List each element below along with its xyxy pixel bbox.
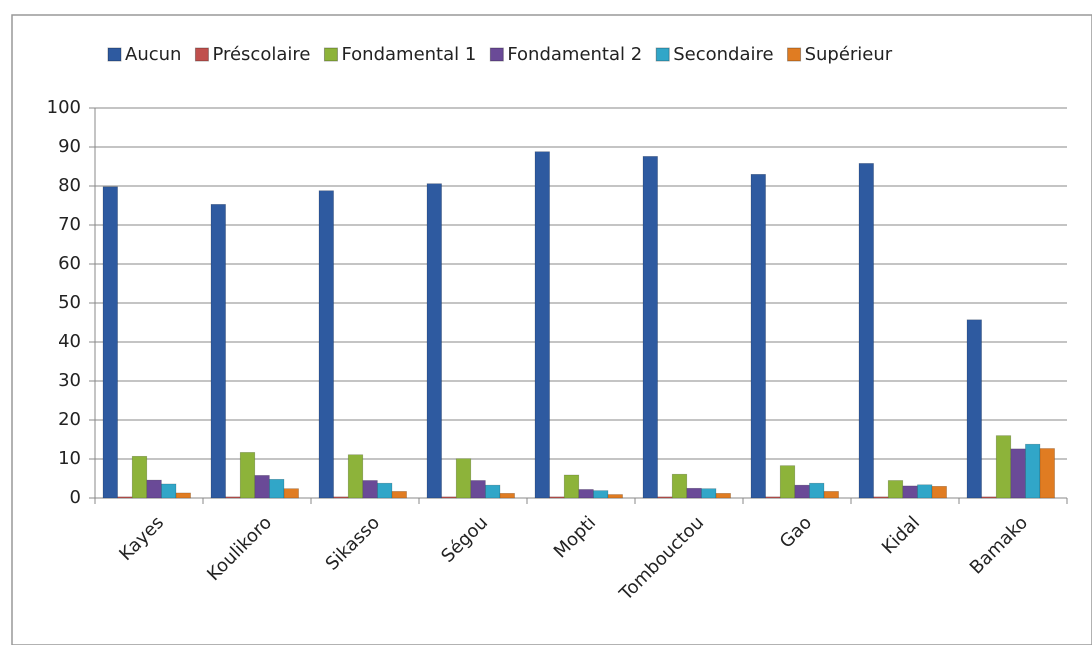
legend-swatch	[489, 47, 504, 62]
bar	[534, 151, 550, 499]
bar	[117, 496, 133, 499]
bar	[779, 465, 796, 499]
y-tick-label: 20	[58, 409, 81, 430]
legend-label: Aucun	[125, 44, 181, 65]
bar	[607, 494, 623, 499]
bar	[269, 478, 285, 499]
bar	[593, 490, 609, 499]
legend-label: Secondaire	[673, 44, 773, 65]
bar	[1025, 443, 1041, 499]
bar	[563, 474, 580, 499]
bar	[686, 487, 702, 499]
bar	[642, 156, 658, 499]
bar	[225, 496, 241, 499]
legend-label: Fondamental 1	[341, 44, 476, 65]
bar	[765, 496, 781, 499]
bar	[966, 319, 982, 499]
bar	[239, 452, 256, 499]
y-tick-label: 80	[58, 175, 81, 196]
y-tick-label: 90	[58, 136, 81, 157]
legend-swatch	[107, 47, 122, 62]
bar	[873, 496, 889, 499]
chart-frame	[11, 14, 1092, 645]
bar	[499, 493, 515, 499]
bar	[823, 491, 839, 499]
bar	[715, 493, 731, 499]
legend-label: Préscolaire	[212, 44, 310, 65]
bar	[902, 485, 918, 499]
bar	[657, 496, 673, 499]
legend-label: Fondamental 2	[507, 44, 642, 65]
bar	[1010, 448, 1026, 499]
bar	[809, 482, 825, 499]
bar	[283, 488, 299, 499]
bar	[441, 496, 457, 499]
y-tick-label: 30	[58, 370, 81, 391]
bar	[470, 480, 486, 499]
y-tick-label: 0	[70, 487, 81, 508]
bar	[146, 479, 162, 499]
bar	[175, 492, 191, 499]
y-tick-label: 100	[47, 97, 81, 118]
bar	[362, 480, 378, 499]
bar	[917, 484, 933, 499]
bar	[333, 496, 349, 499]
bar	[455, 458, 472, 499]
bar	[794, 484, 810, 499]
legend-swatch	[194, 47, 209, 62]
bar	[391, 491, 407, 499]
bar	[887, 480, 904, 499]
bar	[671, 473, 688, 499]
bar	[210, 204, 226, 499]
y-tick-label: 40	[58, 331, 81, 352]
y-tick-label: 50	[58, 292, 81, 313]
bar	[1039, 448, 1055, 499]
bar	[995, 435, 1012, 499]
bar	[931, 485, 947, 499]
bar	[981, 496, 997, 499]
y-tick-label: 60	[58, 253, 81, 274]
bar	[578, 489, 594, 499]
bar	[102, 186, 118, 499]
bar	[750, 174, 766, 499]
legend-swatch	[655, 47, 670, 62]
legend-swatch	[323, 47, 338, 62]
bar	[161, 483, 177, 499]
y-tick-label: 70	[58, 214, 81, 235]
y-tick-label: 10	[58, 448, 81, 469]
legend-swatch	[787, 47, 802, 62]
bar	[318, 190, 334, 499]
bar	[549, 496, 565, 499]
bar	[254, 475, 270, 499]
bar	[701, 488, 717, 499]
legend-label: Supérieur	[805, 44, 893, 65]
bar	[377, 482, 393, 499]
bar	[426, 183, 442, 499]
bar	[131, 455, 148, 499]
bar	[347, 454, 364, 499]
bar	[485, 484, 501, 499]
bar	[858, 163, 874, 499]
